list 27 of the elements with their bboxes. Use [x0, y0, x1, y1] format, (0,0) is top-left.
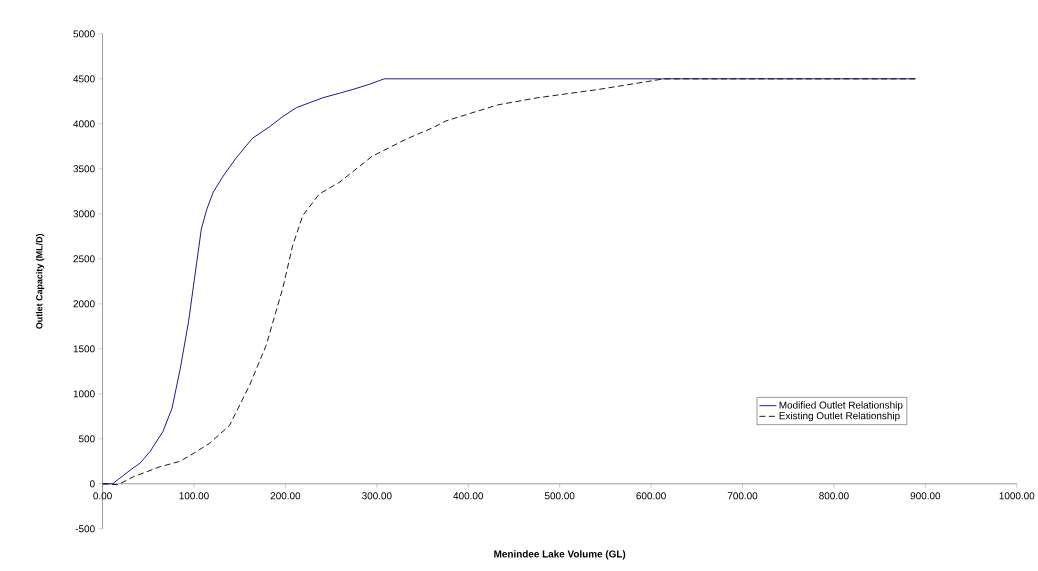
x-tick-label: 0.00	[93, 492, 112, 500]
y-tick-label: 2000	[73, 300, 95, 308]
x-tick-label: 500.00	[544, 492, 575, 500]
x-tick-label: 200.00	[270, 492, 301, 500]
x-tick-label: 600.00	[636, 492, 666, 500]
y-tick-label: 3500	[73, 165, 95, 173]
x-tick-label: 800.00	[819, 492, 849, 500]
y-tick-label: 3000	[73, 210, 95, 218]
y-tick-label: 2500	[73, 255, 95, 263]
x-axis-title: Menindee Lake Volume (GL)	[494, 550, 626, 560]
x-tick-label: 300.00	[362, 492, 392, 500]
y-tick-label: 5000	[73, 30, 95, 38]
x-tick-label: 100.00	[179, 492, 209, 500]
legend-label: Existing Outlet Relationship	[779, 412, 900, 422]
x-tick-label: 400.00	[453, 492, 484, 500]
y-tick-label: 500	[78, 435, 95, 443]
y-tick-label: 4500	[73, 75, 95, 83]
y-axis-title: Outlet Capacity (ML/D)	[35, 234, 45, 329]
y-tick-label: 1000	[73, 390, 95, 398]
legend-label: Modified Outlet Relationship	[779, 401, 903, 411]
x-tick-label: 1000.00	[999, 492, 1035, 500]
y-tick-label: 4000	[73, 120, 95, 128]
y-tick-label: 0	[89, 480, 95, 488]
y-tick-label: 1500	[73, 345, 95, 353]
x-tick-label: 900.00	[910, 492, 941, 500]
y-tick-label: -500	[75, 525, 95, 533]
x-tick-label: 700.00	[727, 492, 758, 500]
